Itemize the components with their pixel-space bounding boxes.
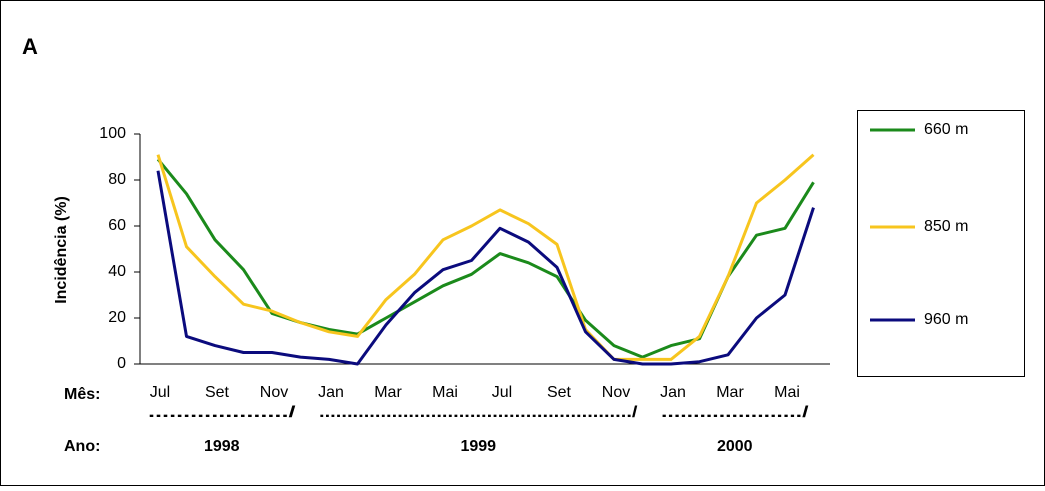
x-tick-label: Jan: [318, 384, 344, 401]
year-label: 1998: [204, 438, 240, 455]
x-tick-label: Jan: [660, 384, 686, 401]
x-tick-label: Mai: [432, 384, 458, 401]
legend-label: 660 m: [924, 121, 968, 138]
year-label: 2000: [717, 438, 753, 455]
year-label: 1999: [460, 438, 496, 455]
y-tick-label: 60: [108, 217, 126, 234]
year-axis-label: Ano:: [64, 438, 100, 455]
x-tick-label: Jul: [150, 384, 170, 401]
series-line: [156, 153, 815, 361]
y-tick-label: 80: [108, 171, 126, 188]
y-tick-label: 40: [108, 263, 126, 280]
x-tick-label: Mar: [716, 384, 744, 401]
y-tick-label: 20: [108, 309, 126, 326]
x-tick-label: Nov: [260, 384, 288, 401]
legend-label: 960 m: [924, 311, 968, 328]
x-tick-label: Nov: [602, 384, 630, 401]
x-axis-label: Mês:: [64, 386, 100, 403]
x-tick-label: Mai: [774, 384, 800, 401]
y-tick-label: 0: [117, 355, 126, 372]
year-dots: ..................../: [148, 404, 296, 421]
year-dots: ........................................…: [319, 404, 638, 421]
x-tick-label: Jul: [492, 384, 512, 401]
y-axis-label: Incidência (%): [53, 196, 70, 304]
legend-box: [857, 110, 1025, 377]
legend-label: 850 m: [924, 218, 968, 235]
y-tick-label: 100: [99, 125, 126, 142]
panel-label: A: [22, 34, 38, 59]
series-line: [156, 170, 815, 366]
year-dots: ....................../: [661, 404, 809, 421]
x-tick-label: Mar: [374, 384, 402, 401]
x-tick-label: Set: [205, 384, 230, 401]
x-tick-label: Set: [547, 384, 572, 401]
